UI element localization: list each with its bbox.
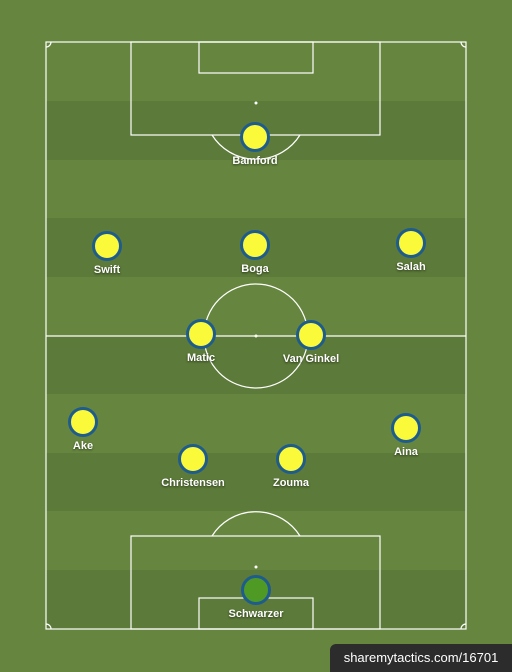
player-token[interactable] <box>178 444 208 474</box>
goalkeeper-token[interactable] <box>241 575 271 605</box>
corner-arc <box>460 41 467 48</box>
top-penalty-arc <box>211 134 301 160</box>
player-name: Aina <box>394 446 418 458</box>
player-token[interactable] <box>240 122 270 152</box>
player-name: Swift <box>93 264 121 276</box>
corner-arc <box>45 41 52 48</box>
player-name: Boga <box>241 263 269 275</box>
bottom-penalty-spot <box>254 565 258 569</box>
player-name: Christensen <box>161 477 225 489</box>
player-name: Schwarzer <box>228 608 284 620</box>
center-spot <box>254 334 258 338</box>
player-token[interactable] <box>296 320 326 350</box>
player-token[interactable] <box>276 444 306 474</box>
corner-arc <box>460 623 467 630</box>
player-name: Van Ginkel <box>282 353 340 365</box>
player-token[interactable] <box>240 230 270 260</box>
player-name: Matic <box>186 352 216 364</box>
player-token[interactable] <box>396 228 426 258</box>
player-token[interactable] <box>186 319 216 349</box>
player-token[interactable] <box>92 231 122 261</box>
corner-arc <box>45 623 52 630</box>
pitch-spots <box>254 101 258 569</box>
player-name: Salah <box>396 261 426 273</box>
player-name: Ake <box>72 440 94 452</box>
grass-stripe <box>46 453 466 511</box>
top-penalty-spot <box>254 101 258 105</box>
player-token[interactable] <box>391 413 421 443</box>
player-name: Zouma <box>272 477 310 489</box>
grass-stripe <box>46 336 466 394</box>
player-token[interactable] <box>68 407 98 437</box>
site-watermark[interactable]: sharemytactics.com/16701 <box>330 644 512 672</box>
top-goal-area <box>198 41 314 74</box>
player-name: Bamford <box>232 155 278 167</box>
bottom-penalty-arc <box>211 511 301 537</box>
